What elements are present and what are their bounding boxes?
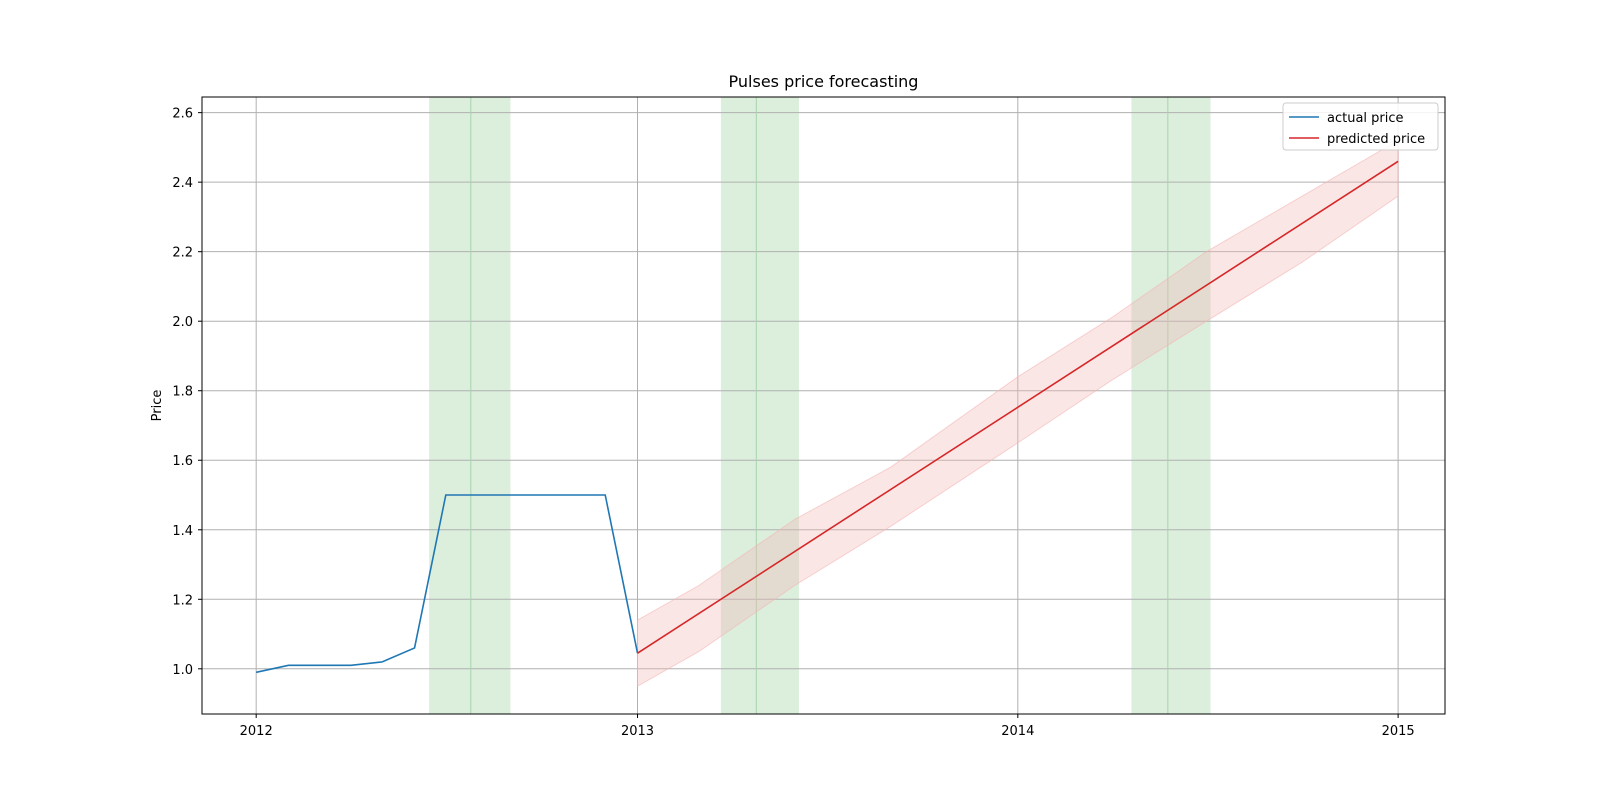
y-axis-label: Price	[150, 390, 165, 422]
confidence-band-layer	[637, 139, 1399, 688]
y-tick-label-1.0: 1.0	[172, 663, 193, 678]
series-line-actual-price	[256, 494, 639, 674]
ticks: 2012 2013 2014 2015 1.0 1.2 1.4 1.6 1.8 2.0 2.2 2.4…	[172, 107, 1414, 739]
highlight-span-1	[429, 97, 511, 714]
highlight-span-3	[1131, 97, 1211, 714]
x-tick-label-2015: 2015	[1382, 724, 1415, 739]
y-tick-label-1.4: 1.4	[172, 524, 193, 539]
legend-box	[1282, 102, 1439, 151]
legend: actual price predicted price	[1282, 102, 1439, 151]
y-tick-label-2.4: 2.4	[172, 176, 193, 191]
legend-label-actual-price: actual price	[1327, 111, 1404, 126]
series-layer	[256, 160, 1399, 674]
y-tick-label-2.0: 2.0	[172, 315, 193, 330]
chart-title: Pulses price forecasting	[729, 72, 919, 91]
x-tick-label-2014: 2014	[1001, 724, 1034, 739]
y-tick-label-2.6: 2.6	[172, 107, 193, 122]
legend-label-predicted-price: predicted price	[1327, 132, 1425, 147]
y-tick-label-1.2: 1.2	[172, 593, 193, 608]
confidence-band	[637, 139, 1399, 688]
y-tick-label-1.6: 1.6	[172, 454, 193, 469]
grid	[202, 97, 1445, 714]
plot-frame	[201, 96, 1446, 715]
y-tick-label-2.2: 2.2	[172, 246, 193, 261]
highlight-span-2	[720, 97, 800, 714]
x-tick-label-2012: 2012	[240, 724, 273, 739]
highlight-spans	[429, 97, 1211, 714]
x-tick-label-2013: 2013	[621, 724, 654, 739]
series-line-predicted-price	[637, 160, 1399, 654]
y-tick-label-1.8: 1.8	[172, 385, 193, 400]
